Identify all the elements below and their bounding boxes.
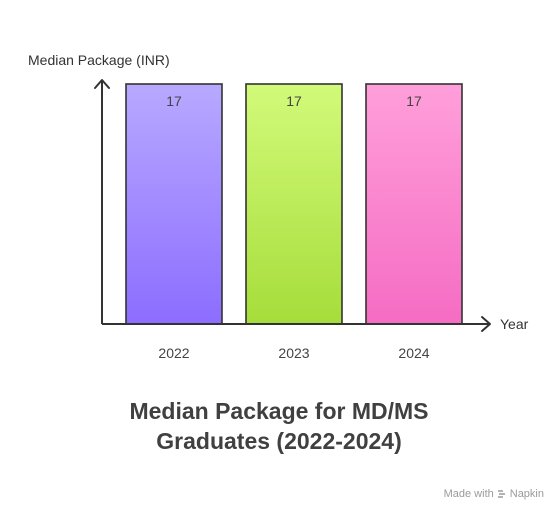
watermark-prefix: Made with (443, 488, 494, 500)
bar-value-label-2023: 17 (286, 93, 302, 109)
x-axis-label: Year (500, 316, 529, 332)
chart-title-line-2: Graduates (2022-2024) (156, 428, 402, 454)
bars-layer (125, 83, 463, 325)
chart-title-line-1: Median Package for MD/MS (129, 398, 429, 424)
axes-layer (94, 79, 491, 332)
y-axis-arrow-icon (94, 79, 110, 89)
x-tick-label-2024: 2024 (398, 345, 429, 360)
bar-value-label-2022: 17 (166, 93, 182, 109)
bar-2023 (245, 83, 343, 325)
labels-layer: 17 2022 17 2023 17 2024 Median Package (INR) Ye… (28, 52, 529, 361)
y-axis-label: Median Package (INR) (28, 52, 170, 68)
made-with-napkin-watermark: Made with Napkin (444, 488, 544, 500)
napkin-logo-icon (497, 490, 505, 498)
x-axis-arrow-icon (481, 316, 491, 332)
x-tick-label-2023: 2023 (278, 345, 309, 360)
x-tick-label-2022: 2022 (158, 345, 189, 360)
chart-title: Median Package for MD/MS Graduates (2022… (0, 396, 558, 456)
watermark-brand: Napkin (509, 488, 544, 500)
bar-2024 (365, 83, 463, 325)
bar-chart: 17 2022 17 2023 17 2024 Median Package (INR) Ye… (28, 52, 529, 361)
bar-2022 (125, 83, 223, 325)
bar-value-label-2024: 17 (406, 93, 422, 109)
